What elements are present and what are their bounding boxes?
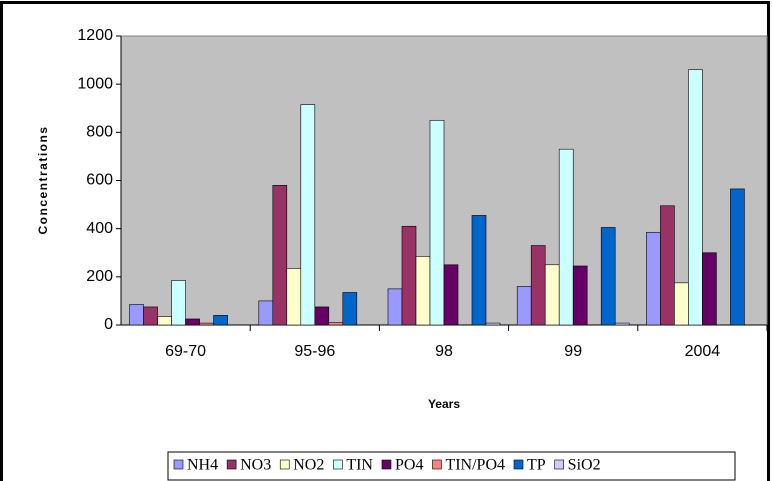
legend-swatch xyxy=(432,459,442,470)
bar xyxy=(300,104,316,326)
legend-label: NO3 xyxy=(240,457,271,474)
legend-label: NH4 xyxy=(187,457,218,474)
bar xyxy=(185,318,200,326)
x-tick-label: 95-96 xyxy=(294,343,335,360)
bar xyxy=(558,148,574,326)
bar xyxy=(314,306,330,326)
bar xyxy=(129,304,144,326)
bar xyxy=(199,322,214,326)
legend-swatch xyxy=(173,459,184,470)
y-tick-label: 1200 xyxy=(77,27,113,44)
bar xyxy=(387,288,403,326)
bar xyxy=(614,322,630,326)
y-tick-label: 0 xyxy=(104,316,113,333)
bar xyxy=(258,300,274,326)
legend-swatch xyxy=(333,459,343,470)
bar xyxy=(272,185,288,326)
bar xyxy=(688,69,703,326)
bar xyxy=(157,316,172,326)
legend-label: TIN xyxy=(346,457,373,474)
bar xyxy=(674,282,689,326)
legend-swatch xyxy=(226,459,237,470)
legend-label: TP xyxy=(527,457,546,474)
legend-label: TIN/PO4 xyxy=(445,457,505,474)
x-tick-label: 98 xyxy=(435,343,453,360)
bar xyxy=(143,306,158,326)
legend-swatch xyxy=(381,459,392,470)
legend-label: SiO2 xyxy=(568,457,601,474)
bar xyxy=(600,227,616,326)
bar xyxy=(516,286,532,326)
y-tick-label: 200 xyxy=(86,268,113,285)
legend-label: NO2 xyxy=(293,457,324,474)
bar xyxy=(429,119,445,326)
bar xyxy=(544,264,560,326)
bar xyxy=(572,265,588,326)
legend-swatch xyxy=(513,459,524,470)
y-tick-label: 800 xyxy=(86,124,113,141)
x-tick-label: 99 xyxy=(564,343,582,360)
bar xyxy=(286,268,302,326)
y-axis-label: Concentrations xyxy=(36,125,50,234)
legend-swatch xyxy=(554,459,564,470)
bar xyxy=(646,231,661,326)
x-axis-label: Years xyxy=(428,397,460,411)
bar xyxy=(342,292,358,326)
bar xyxy=(485,322,501,326)
bar xyxy=(660,205,675,326)
bar xyxy=(415,256,431,326)
bar xyxy=(702,252,717,326)
bar xyxy=(471,215,487,326)
legend-label: PO4 xyxy=(395,457,423,474)
y-tick-label: 1000 xyxy=(77,75,113,92)
bar xyxy=(213,315,228,326)
legend-swatch xyxy=(279,459,290,470)
x-tick-label: 2004 xyxy=(685,343,721,360)
legend-box xyxy=(167,451,736,481)
bar xyxy=(730,188,745,326)
x-tick-label: 69-70 xyxy=(165,343,206,360)
bar xyxy=(401,225,417,326)
bar xyxy=(530,245,546,326)
bar xyxy=(328,322,344,326)
bar xyxy=(171,280,186,326)
y-tick-label: 600 xyxy=(86,172,113,189)
y-tick-label: 400 xyxy=(86,220,113,237)
bar xyxy=(443,264,459,326)
